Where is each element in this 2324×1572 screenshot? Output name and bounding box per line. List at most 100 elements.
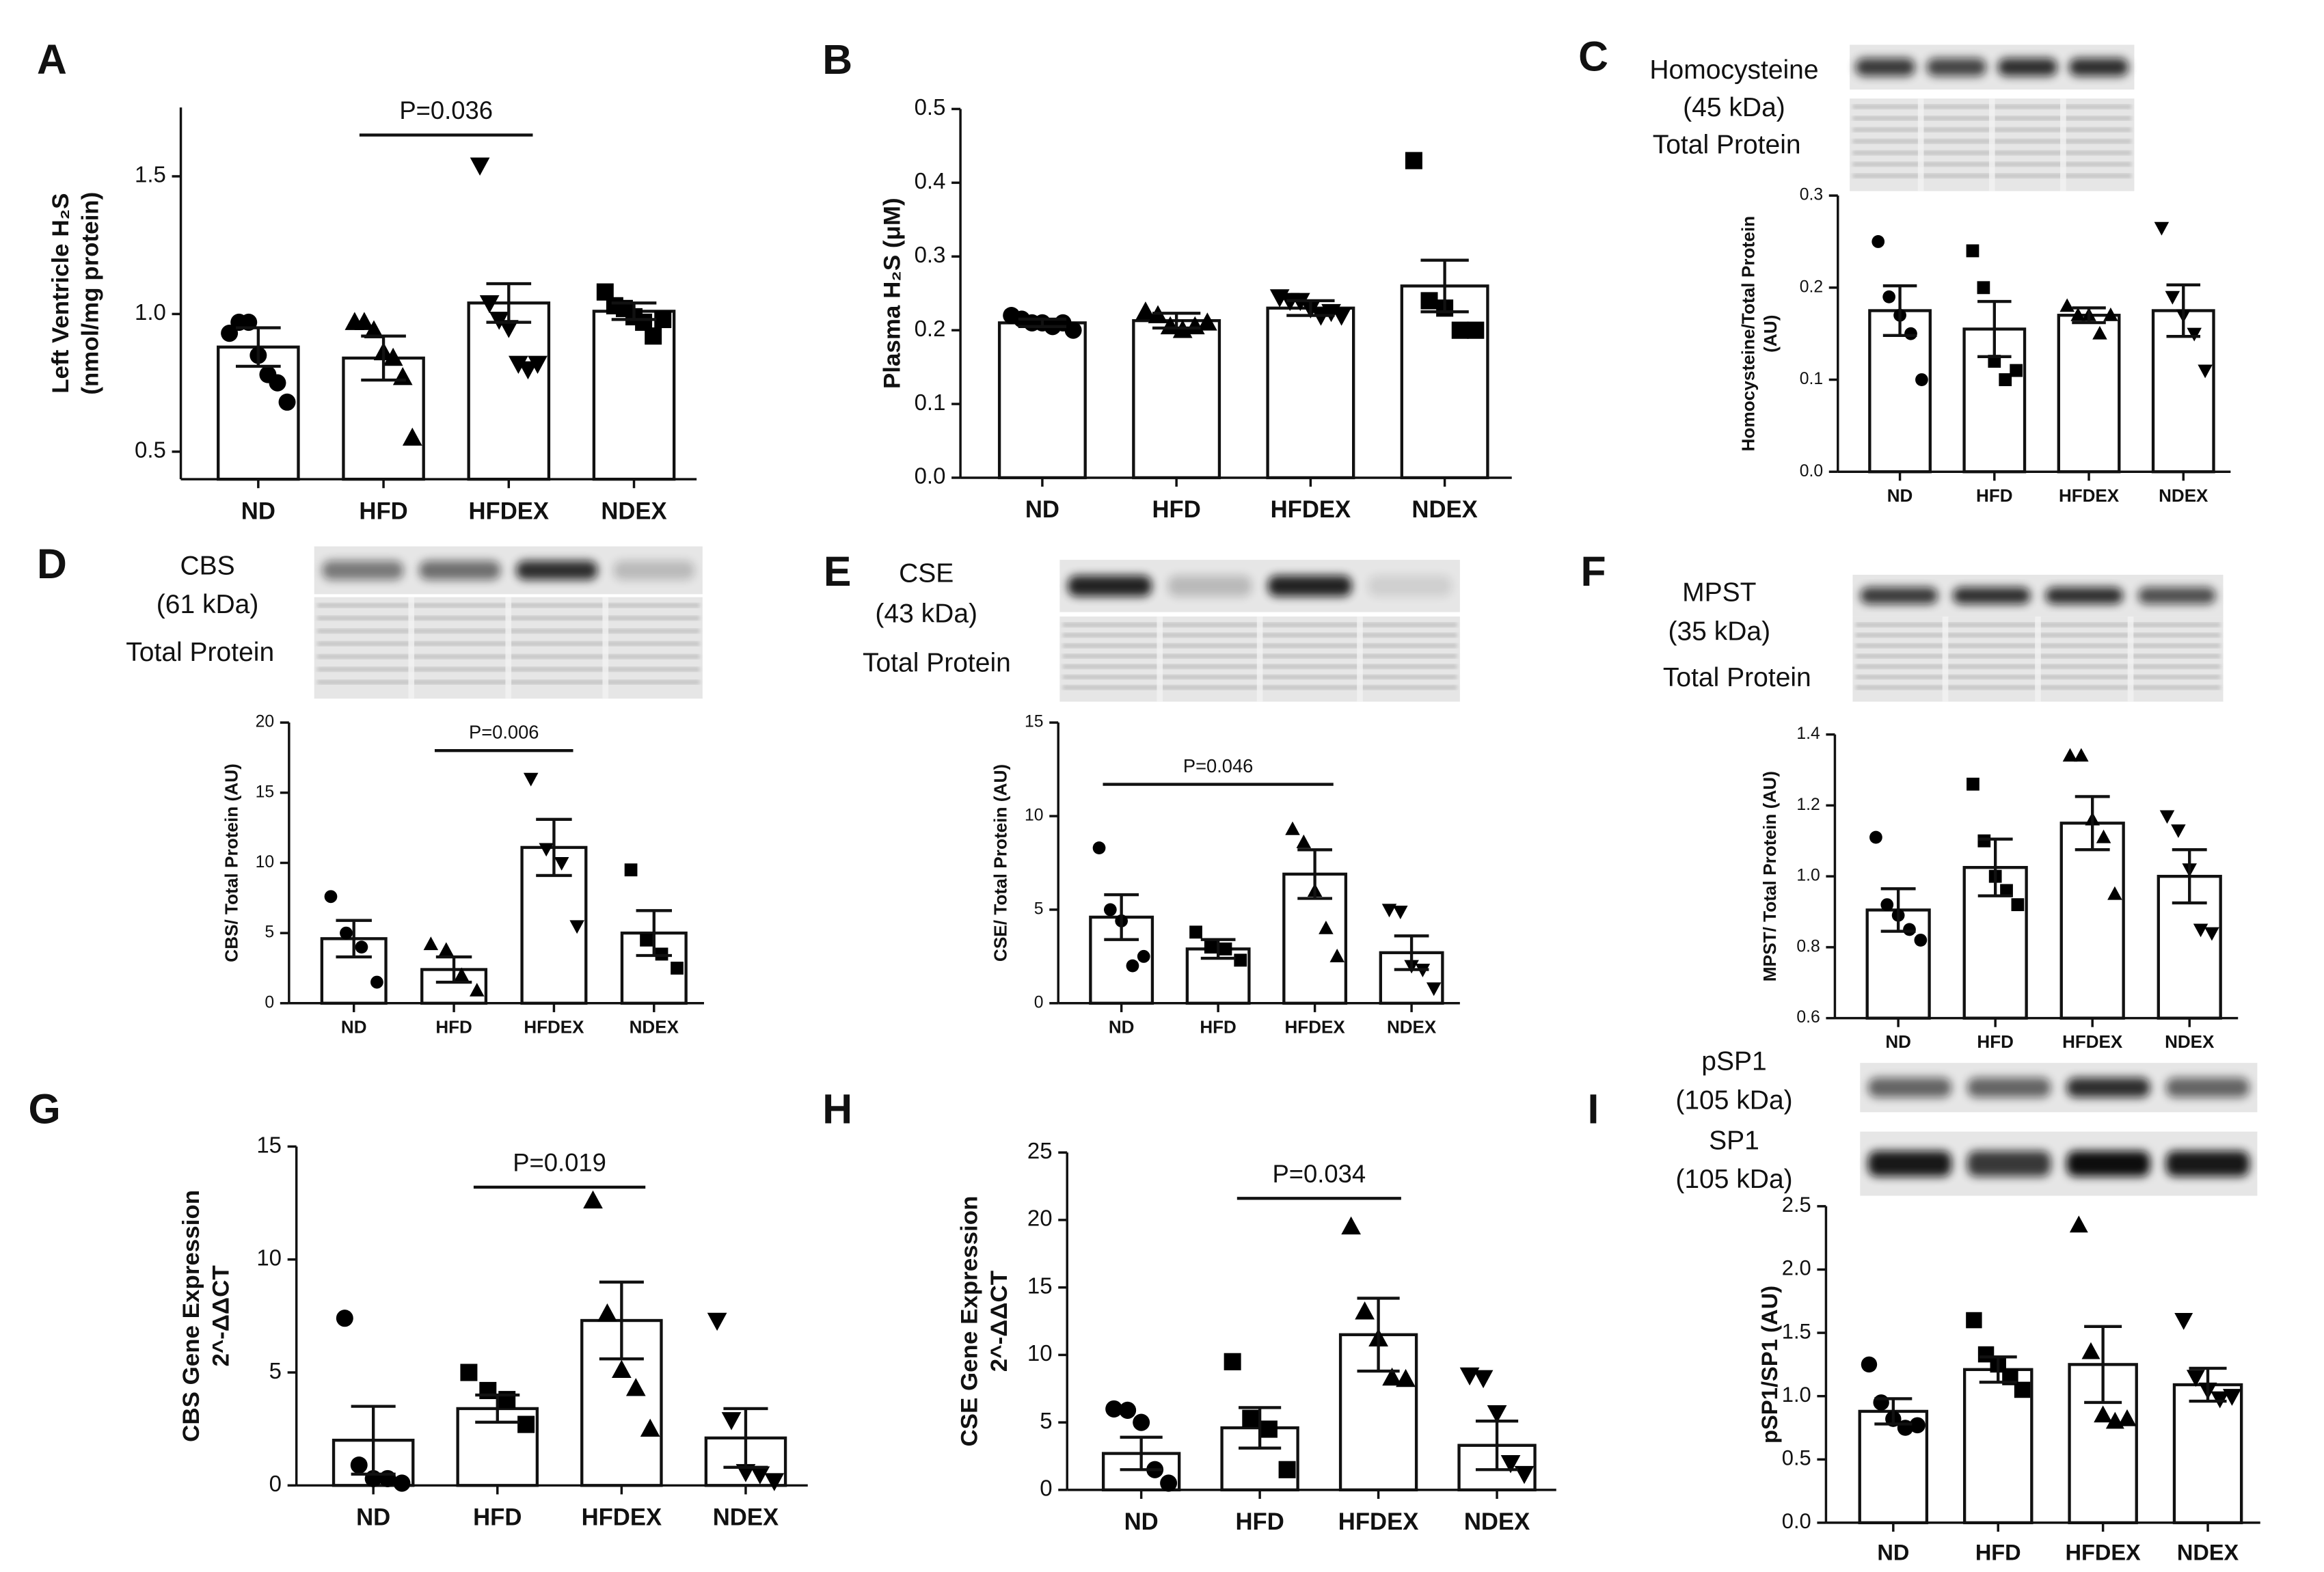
data-point — [518, 361, 538, 380]
error-bar — [723, 1407, 768, 1469]
data-point — [1903, 923, 1916, 936]
data-point — [625, 1378, 646, 1396]
y-tick-label: 10 — [256, 1245, 282, 1271]
y-tick-label: 15 — [1025, 713, 1043, 731]
data-point — [1909, 1417, 1926, 1434]
y-tick-label: 0 — [265, 993, 274, 1012]
data-point — [2000, 884, 2013, 897]
data-point — [1160, 1474, 1178, 1492]
data-point — [221, 325, 239, 342]
x-tick-label: ND — [1877, 1539, 1909, 1564]
data-point — [1967, 777, 1980, 791]
error-bar — [2084, 1325, 2122, 1405]
y-tick-label: 1.0 — [1782, 1383, 1811, 1407]
error-bar — [1394, 934, 1429, 971]
x-tick-label: HFD — [359, 498, 407, 524]
data-point — [498, 1391, 516, 1409]
lane-gap — [408, 597, 415, 699]
error-bar — [1420, 258, 1469, 314]
y-tick-label: 0.0 — [915, 464, 946, 489]
x-tick-label: NDEX — [1464, 1508, 1530, 1535]
data-point — [479, 295, 500, 314]
y-tick-label: 0.5 — [1782, 1446, 1811, 1469]
y-tick-label: 15 — [256, 1133, 282, 1158]
significance-label: P=0.034 — [1273, 1160, 1366, 1188]
data-point — [1204, 940, 1217, 954]
data-point — [554, 856, 569, 871]
data-point — [402, 427, 422, 446]
data-point — [1319, 920, 1334, 934]
y-tick-label: 1.2 — [1796, 796, 1820, 814]
x-tick-label: ND — [241, 498, 275, 524]
blot-label: (45 kDa) — [1683, 93, 1785, 122]
y-tick-label: 20 — [1027, 1206, 1053, 1232]
data-point — [1126, 959, 1139, 973]
error-bar — [1239, 1406, 1282, 1450]
blot-label: (43 kDa) — [875, 599, 977, 628]
y-tick-label: 1.5 — [135, 163, 166, 188]
y-axis-label: Homocysteine/Total Protein — [1738, 216, 1759, 452]
blot-band — [1997, 58, 2058, 77]
data-point — [1405, 152, 1422, 170]
lane-gap — [2060, 98, 2066, 191]
error-bar — [236, 326, 281, 368]
y-tick-label: 10 — [1025, 807, 1043, 825]
data-point — [1133, 1413, 1150, 1431]
error-bar — [2166, 283, 2201, 338]
data-point — [1189, 925, 1202, 939]
bar — [592, 310, 676, 481]
y-tick-label: 2.0 — [1782, 1256, 1811, 1280]
data-point — [1219, 942, 1232, 956]
data-point — [509, 355, 528, 375]
error-bar — [1120, 1435, 1163, 1472]
blot-label: MPST — [1682, 578, 1756, 608]
x-tick-label: HFDEX — [2059, 485, 2120, 506]
data-point — [439, 942, 454, 956]
data-point — [350, 1456, 368, 1474]
data-point — [2062, 748, 2078, 762]
data-point — [393, 1474, 411, 1492]
data-point — [1872, 235, 1885, 248]
x-tick-label: HFD — [1152, 496, 1200, 523]
data-point — [1341, 1216, 1361, 1235]
blot-label: (105 kDa) — [1675, 1165, 1792, 1194]
blot-label: CSE — [899, 558, 954, 588]
data-point — [1234, 953, 1247, 967]
data-point — [470, 157, 490, 176]
data-point — [1514, 1465, 1535, 1485]
x-tick-label: NDEX — [1411, 496, 1477, 523]
blot-label: Total Protein — [1663, 663, 1811, 692]
data-point — [2014, 1381, 2031, 1398]
data-point — [1103, 903, 1117, 917]
data-point — [2198, 364, 2213, 379]
error-bar — [1200, 938, 1236, 960]
data-point — [1966, 1312, 1982, 1329]
data-point — [1092, 841, 1106, 855]
data-point — [750, 1466, 770, 1485]
y-tick-label: 0.0 — [1800, 462, 1823, 480]
data-point — [1197, 312, 1217, 331]
data-point — [1977, 281, 1990, 295]
blot-band — [1368, 575, 1452, 597]
bar — [2172, 1383, 2243, 1525]
bar — [2057, 314, 2121, 474]
y-axis-label: CBS Gene Expression — [178, 1190, 204, 1442]
data-point — [1977, 834, 1991, 848]
y-tick-label: 5 — [1034, 899, 1044, 918]
error-bar — [486, 282, 532, 324]
data-point — [2074, 748, 2089, 762]
panel-letter: B — [822, 36, 852, 83]
blot-label: Total Protein — [1653, 130, 1801, 159]
data-point — [2092, 325, 2107, 340]
data-point — [2096, 829, 2111, 843]
y-tick-label: 10 — [256, 853, 274, 871]
data-point — [569, 920, 584, 934]
x-tick-label: HFD — [1235, 1508, 1284, 1535]
y-axis-label: 2^-ΔΔCT — [208, 1265, 234, 1366]
blot-band — [1967, 1150, 2051, 1177]
x-tick-label: NDEX — [601, 498, 666, 524]
data-point — [383, 347, 403, 366]
data-point — [2186, 1370, 2205, 1387]
blot-band — [1855, 58, 1915, 77]
bar — [2151, 309, 2215, 474]
